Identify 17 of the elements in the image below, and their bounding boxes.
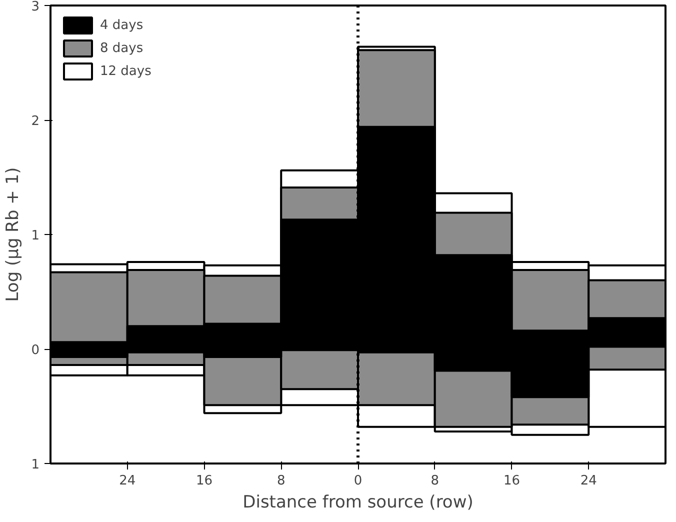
- legend-label: 4 days: [100, 18, 144, 32]
- x-tick-label: 8: [430, 474, 440, 488]
- y-tick-label: 3: [31, 0, 40, 14]
- legend-label: 8 days: [100, 40, 144, 56]
- y-tick-label: 1: [31, 458, 40, 472]
- x-axis-title: Distance from source (row): [242, 492, 474, 512]
- y-tick-label: 2: [31, 114, 40, 129]
- x-tick-label: 8: [276, 474, 286, 488]
- x-tick-label: 24: [119, 474, 136, 488]
- y-tick-label: 1: [31, 228, 40, 244]
- x-tick-label: 0: [354, 474, 362, 488]
- y-tick-label: 0: [31, 343, 40, 358]
- y-axis-title: Log (μg Rb + 1): [3, 167, 24, 302]
- x-tick-label: 24: [580, 474, 597, 488]
- x-tick-label: 16: [503, 474, 520, 488]
- x-tick-label: 16: [196, 474, 213, 488]
- legend-label: 12 days: [100, 64, 152, 78]
